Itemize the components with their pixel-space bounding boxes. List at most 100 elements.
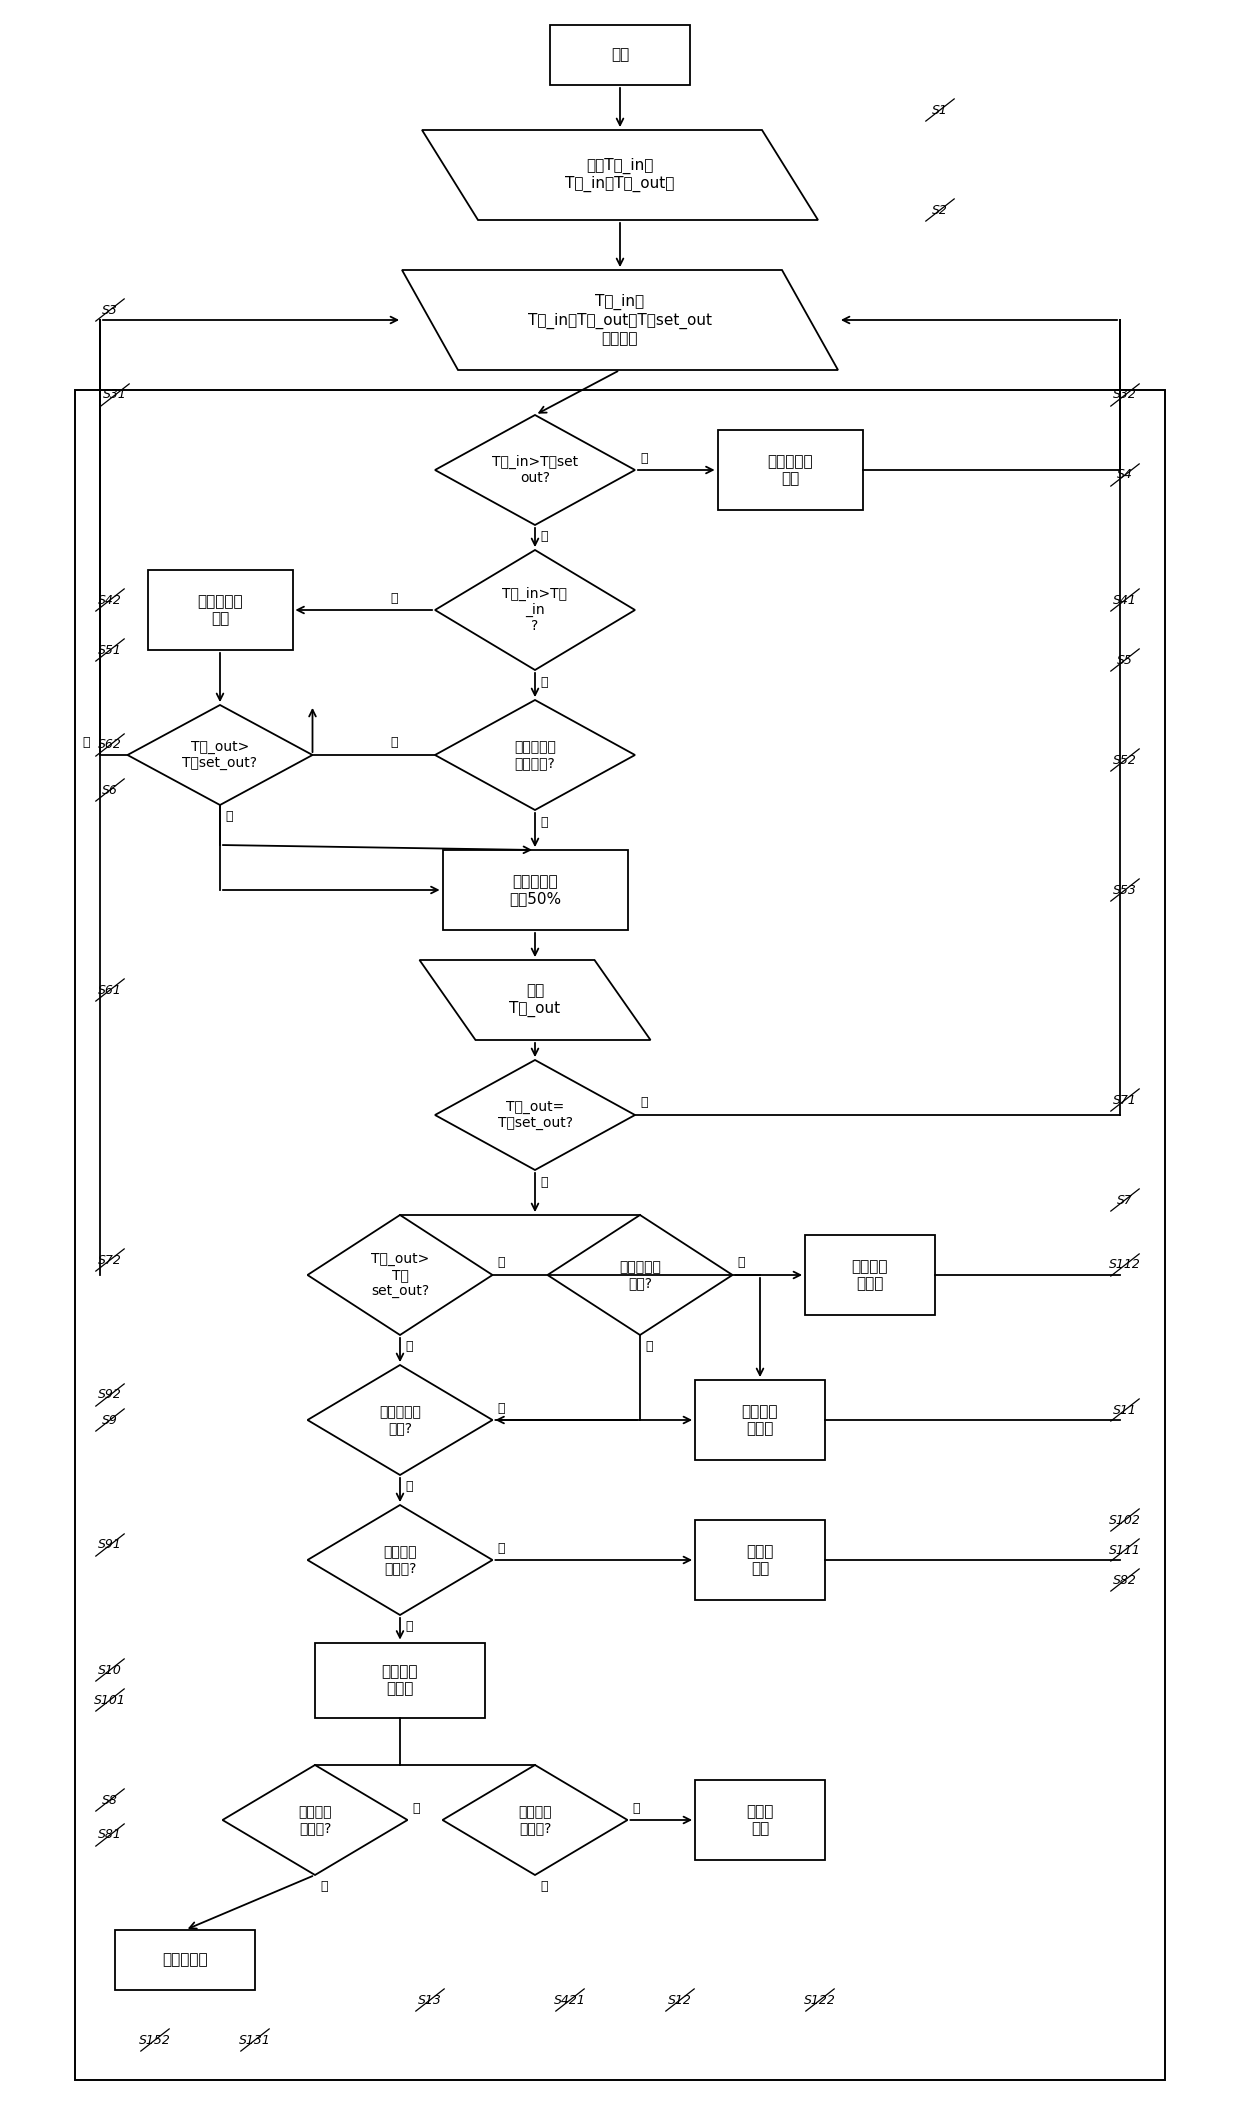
Text: 是: 是 <box>224 810 233 823</box>
Text: 旁通调节阀
全开: 旁通调节阀 全开 <box>768 453 812 487</box>
Text: T油_out>
T油set_out?: T油_out> T油set_out? <box>182 740 258 770</box>
Bar <box>115 1929 255 1991</box>
Polygon shape <box>443 1765 627 1876</box>
Text: 压缩机频
率降低?: 压缩机频 率降低? <box>299 1806 332 1836</box>
Text: 压缩机
开启: 压缩机 开启 <box>746 1544 774 1576</box>
Polygon shape <box>435 551 635 670</box>
Text: S71: S71 <box>1114 1093 1137 1106</box>
Text: 否: 否 <box>632 1802 640 1814</box>
Text: 否: 否 <box>83 736 91 749</box>
Text: 获取T油_in、
T液_in、T油_out、: 获取T油_in、 T液_in、T油_out、 <box>565 157 675 191</box>
Polygon shape <box>435 415 635 525</box>
Text: S152: S152 <box>139 2033 171 2046</box>
Text: T油_in>T液
_in
?: T油_in>T液 _in ? <box>502 587 568 634</box>
Text: S1: S1 <box>932 104 947 117</box>
Text: 旁通调节阀
全开: 旁通调节阀 全开 <box>197 593 243 625</box>
Text: 检测
T油_out: 检测 T油_out <box>510 983 560 1017</box>
Polygon shape <box>435 700 635 810</box>
Text: 压缩机是
否开启?: 压缩机是 否开启? <box>383 1544 417 1576</box>
Text: 是: 是 <box>497 1257 505 1270</box>
Text: 压缩机关闭: 压缩机关闭 <box>162 1953 208 1967</box>
Text: 是: 是 <box>539 530 548 545</box>
Bar <box>148 570 293 651</box>
Text: S5: S5 <box>1117 653 1133 666</box>
Text: 旁通调节阀
全关?: 旁通调节阀 全关? <box>379 1406 420 1436</box>
Text: 是: 是 <box>391 736 398 749</box>
Bar <box>315 1642 485 1716</box>
Text: S8: S8 <box>102 1793 118 1806</box>
Text: S9: S9 <box>102 1414 118 1427</box>
Polygon shape <box>548 1215 733 1336</box>
Bar <box>694 1780 825 1859</box>
Text: S3: S3 <box>102 304 118 317</box>
Text: S13: S13 <box>418 1993 441 2006</box>
Bar <box>443 851 627 929</box>
Text: 旁通调节阀
全开?: 旁通调节阀 全开? <box>619 1259 661 1291</box>
Text: S421: S421 <box>554 1993 587 2006</box>
Text: S61: S61 <box>98 983 122 998</box>
Bar <box>694 1380 825 1459</box>
Bar <box>551 26 689 85</box>
Text: 旁通调节
阀关小: 旁通调节 阀关小 <box>742 1404 779 1436</box>
Bar <box>694 1521 825 1600</box>
Text: S32: S32 <box>1114 389 1137 402</box>
Text: S81: S81 <box>98 1829 122 1842</box>
Text: S122: S122 <box>804 1993 836 2006</box>
Text: S111: S111 <box>1109 1544 1141 1557</box>
Text: T油_in、
T液_in、T油_out与T油set_out
进行判定: T油_in、 T液_in、T油_out与T油set_out 进行判定 <box>528 294 712 347</box>
Text: 否: 否 <box>539 815 548 830</box>
Text: S62: S62 <box>98 738 122 751</box>
Text: S92: S92 <box>98 1389 122 1402</box>
Text: S72: S72 <box>98 1253 122 1266</box>
Text: S31: S31 <box>103 389 126 402</box>
Text: S12: S12 <box>668 1993 692 2006</box>
Text: S102: S102 <box>1109 1514 1141 1527</box>
Text: S101: S101 <box>94 1693 126 1706</box>
Text: S6: S6 <box>102 783 118 795</box>
Text: S51: S51 <box>98 644 122 657</box>
Text: 是: 是 <box>640 1098 647 1110</box>
Text: 否: 否 <box>391 591 398 604</box>
Text: 是: 是 <box>405 1480 413 1493</box>
Polygon shape <box>419 959 651 1040</box>
Text: 旁通调节阀
是否开启?: 旁通调节阀 是否开启? <box>515 740 556 770</box>
Bar <box>805 1236 935 1314</box>
Text: 开机: 开机 <box>611 47 629 62</box>
Text: 否: 否 <box>497 1542 505 1555</box>
Text: 压缩机
开启: 压缩机 开启 <box>746 1804 774 1836</box>
Text: 是: 是 <box>405 1621 413 1634</box>
Polygon shape <box>308 1215 492 1336</box>
Bar <box>718 430 863 510</box>
Text: 否: 否 <box>413 1802 420 1814</box>
Polygon shape <box>435 1059 635 1170</box>
Text: 压缩机是
否开启?: 压缩机是 否开启? <box>518 1806 552 1836</box>
Text: 旁通调节
阀开大: 旁通调节 阀开大 <box>852 1259 888 1291</box>
Polygon shape <box>222 1765 408 1876</box>
Text: 压缩机频
率升高: 压缩机频 率升高 <box>382 1663 418 1695</box>
Text: 否: 否 <box>640 451 647 464</box>
Text: 否: 否 <box>405 1340 413 1353</box>
Text: S131: S131 <box>239 2033 270 2046</box>
Text: S112: S112 <box>1109 1259 1141 1272</box>
Polygon shape <box>128 704 312 804</box>
Text: 是: 是 <box>645 1340 652 1353</box>
Text: S91: S91 <box>98 1538 122 1551</box>
Text: S2: S2 <box>932 204 947 217</box>
Text: S11: S11 <box>1114 1404 1137 1417</box>
Text: S7: S7 <box>1117 1193 1133 1206</box>
Text: T油_in>T油set
out?: T油_in>T油set out? <box>492 455 578 485</box>
Text: S41: S41 <box>1114 593 1137 606</box>
Text: 否: 否 <box>497 1402 505 1414</box>
Text: 是: 是 <box>539 676 548 689</box>
Polygon shape <box>402 270 838 370</box>
Text: S53: S53 <box>1114 883 1137 895</box>
Text: 否: 否 <box>539 1176 548 1189</box>
Bar <box>74 389 1166 2080</box>
Text: 旁通调节阀
开启50%: 旁通调节阀 开启50% <box>508 874 560 906</box>
Text: S10: S10 <box>98 1663 122 1676</box>
Text: T油_out=
T油set_out?: T油_out= T油set_out? <box>497 1100 573 1129</box>
Text: 是: 是 <box>320 1880 327 1893</box>
Text: S4: S4 <box>1117 468 1133 481</box>
Text: 是: 是 <box>539 1880 548 1893</box>
Polygon shape <box>308 1506 492 1614</box>
